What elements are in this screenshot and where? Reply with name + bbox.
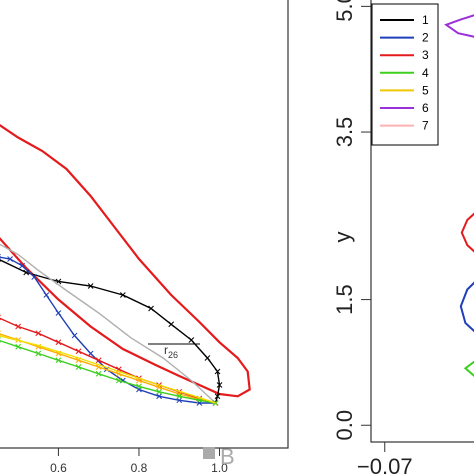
left-point-blue_path-11 [156,393,162,400]
legend-box [371,3,439,146]
left-point-blue_path-12 [176,397,183,404]
left-x-tick-label-2: 1.0 [211,461,228,474]
left-x-tick-label-1: 0.8 [131,461,148,474]
left-point-blue_path-4 [43,292,50,298]
right-y-tick-label-1: 1.5 [332,284,357,315]
right-panel: y 0.0 1.5 3.5 5.0 −0.07 1 2 3 4 5 6 7 [330,0,474,474]
left-point-red_path-3 [55,339,62,346]
left-series-boundary_red [0,124,251,398]
left-point-black_path-11 [214,393,221,400]
right-plot-frame [370,0,474,443]
left-point-green_path-8 [156,388,162,395]
legend-label-6: 6 [422,101,429,115]
left-point-green_path-1 [15,343,21,350]
right-y-tick-label-2: 3.5 [332,117,357,148]
right-y-tick-label-3: 5.0 [332,0,357,22]
r26-label: r26 [164,343,178,360]
left-point-blue_path-3 [31,274,38,280]
left-point-blue_path-5 [55,310,62,316]
left-point-black_path-9 [214,368,221,375]
legend-label-1: 1 [422,13,429,27]
left-series-gray_path [0,243,216,404]
left-point-green_path-9 [176,393,183,400]
left-series-orange_path [0,333,216,404]
right-y-axis: 0.0 1.5 3.5 5.0 [332,0,371,440]
b-point-marker [203,447,215,459]
left-point-green_path-4 [75,364,82,370]
left-point-blue_path-7 [87,350,94,357]
left-series-group [0,124,251,406]
left-point-green_path-7 [136,383,142,390]
legend-label-5: 5 [422,83,429,97]
left-plot-frame [0,0,289,449]
left-point-black_path-6 [168,321,175,328]
left-point-green_path-2 [35,350,42,357]
legend-label-3: 3 [422,48,429,62]
left-point-red_path-1 [15,323,21,330]
left-point-red_path-0 [0,314,1,321]
left-point-green_path-5 [95,370,102,377]
left-series-red_path [0,317,216,404]
left-point-blue_path-6 [71,332,78,339]
left-point-black_path-10 [216,382,223,388]
legend-label-7: 7 [422,119,429,133]
left-point-blue_path-2 [19,262,26,269]
r26-label-sub: 26 [168,350,178,360]
left-point-green_path-3 [55,357,62,364]
right-y-axis-label: y [330,232,355,243]
left-x-tick-label-0: 0.6 [50,461,67,474]
right-x-axis: −0.07 [357,442,413,474]
left-x-axis: 0.6 0.8 1.0 [50,448,228,474]
left-point-orange_path-0 [0,330,1,337]
left-point-red_path-4 [75,348,82,355]
right-y-tick-label-0: 0.0 [332,410,357,441]
legend-label-2: 2 [422,31,429,45]
legend-label-4: 4 [422,66,429,80]
left-point-black_path-7 [188,337,195,343]
left-series-green_path [0,339,216,404]
b-point-label: B [220,444,235,469]
left-point-red_path-2 [35,330,42,337]
left-point-red_path-5 [95,357,102,364]
left-point-black_path-5 [148,305,154,312]
left-point-black_path-4 [120,292,126,298]
right-x-tick-label-0: −0.07 [357,454,413,474]
left-panel: 0.6 0.8 1.0 r26 B [0,0,289,474]
right-series-6 [444,14,474,38]
right-series-2 [459,281,474,333]
left-point-black_path-8 [204,355,211,361]
left-point-green_path-6 [115,377,122,384]
right-series-4b [463,360,474,378]
right-series-3 [460,212,474,253]
left-point-blue_path-1 [7,256,13,262]
legend: 1 2 3 4 5 6 7 [371,3,439,146]
r26-label-r: r [164,343,168,357]
right-series-group [444,14,474,378]
left-series-yellow_path [0,335,216,404]
left-point-black_path-3 [87,283,94,289]
